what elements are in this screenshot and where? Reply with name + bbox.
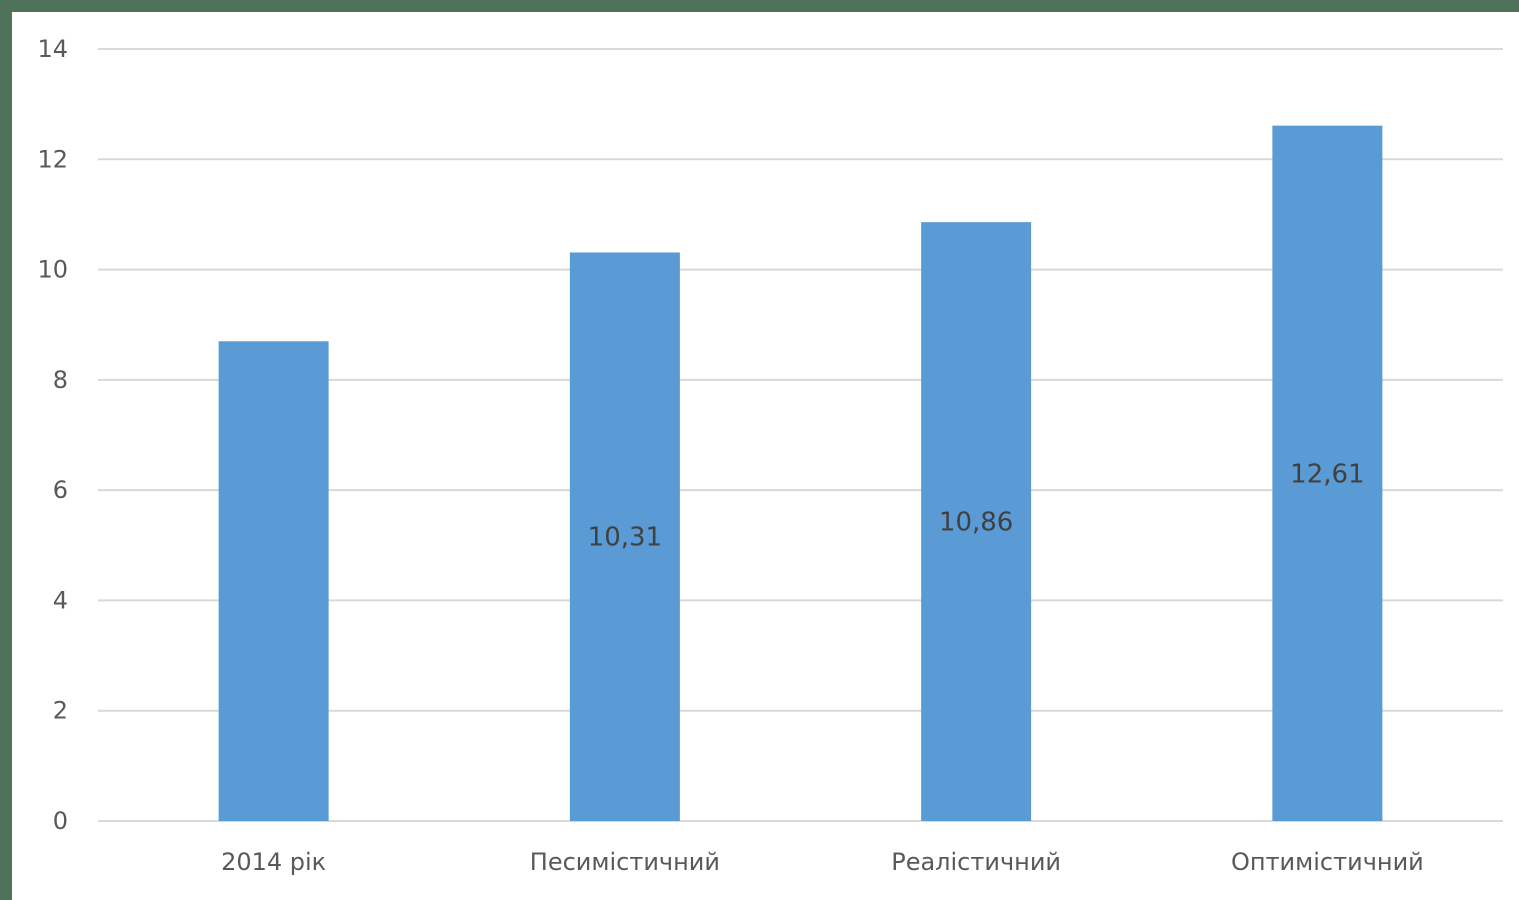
y-tick-label: 14: [37, 35, 68, 63]
bar: [921, 222, 1032, 822]
data-label: 10,31: [588, 523, 662, 553]
data-label: 10,86: [939, 508, 1013, 538]
y-tick-label: 10: [37, 256, 68, 284]
gridlines: [98, 48, 1503, 822]
y-tick-label: 12: [37, 145, 68, 173]
x-tick-label: 2014 рік: [221, 848, 326, 876]
y-tick-label: 2: [53, 697, 68, 725]
y-tick-label: 8: [53, 366, 68, 394]
bar: [569, 252, 680, 821]
x-tick-label: Песимістичний: [530, 848, 720, 876]
bars: 10,31 10,86 12,61: [218, 125, 1383, 822]
data-label: 12,61: [1290, 459, 1364, 489]
y-tick-label: 6: [53, 476, 68, 504]
x-tick-label: Реалістичний: [891, 848, 1061, 876]
y-tick-label: 4: [53, 586, 68, 614]
bar-chart: 0 2 4 6 8 10 12 14 10,31 10,86 12,61 2014 рік Песи…: [37, 35, 1503, 876]
x-tick-label: Оптимістичний: [1231, 848, 1424, 876]
y-axis: 0 2 4 6 8 10 12 14: [37, 35, 68, 835]
bar: [218, 341, 329, 821]
bar: [1272, 125, 1383, 822]
y-tick-label: 0: [53, 807, 68, 835]
x-axis: 2014 рік Песимістичний Реалістичний Оптиміс…: [221, 848, 1424, 876]
chart-frame: 0 2 4 6 8 10 12 14 10,31 10,86 12,61 2014 рік Песи…: [12, 12, 1519, 900]
